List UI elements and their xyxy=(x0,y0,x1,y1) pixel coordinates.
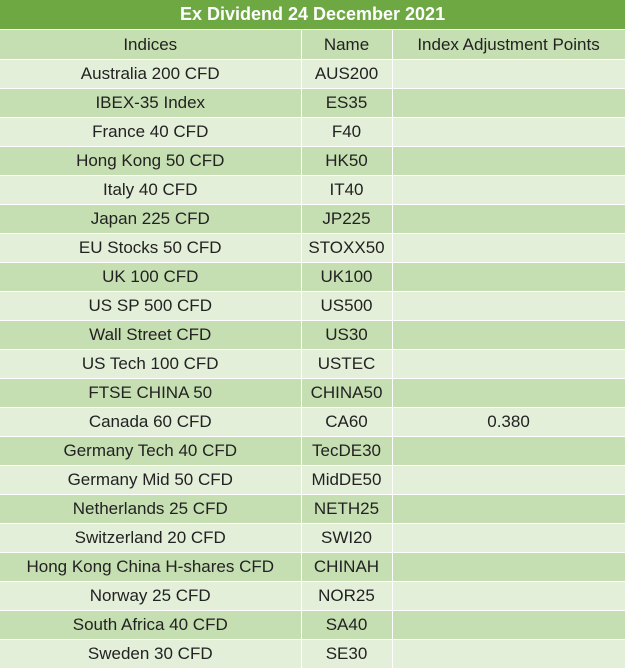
header-indices: Indices xyxy=(0,29,302,60)
cell-adjustment-points xyxy=(392,639,625,669)
cell-adjustment-points xyxy=(392,523,625,553)
cell-adjustment-points xyxy=(392,610,625,640)
cell-name: US30 xyxy=(301,320,393,350)
table-row: IBEX-35 Index ES35 xyxy=(0,88,625,118)
cell-name: TecDE30 xyxy=(301,436,393,466)
cell-name: STOXX50 xyxy=(301,233,393,263)
cell-index: Canada 60 CFD xyxy=(0,407,302,437)
cell-adjustment-points xyxy=(392,465,625,495)
cell-index: IBEX-35 Index xyxy=(0,88,302,118)
table-row: Germany Mid 50 CFD MidDE50 xyxy=(0,465,625,495)
table-row: Sweden 30 CFD SE30 xyxy=(0,639,625,669)
cell-adjustment-points xyxy=(392,494,625,524)
cell-adjustment-points xyxy=(392,581,625,611)
table-row: UK 100 CFD UK100 xyxy=(0,262,625,292)
cell-index: US SP 500 CFD xyxy=(0,291,302,321)
table-row: Hong Kong 50 CFD HK50 xyxy=(0,146,625,176)
cell-name: CHINAH xyxy=(301,552,393,582)
cell-adjustment-points xyxy=(392,59,625,89)
cell-name: AUS200 xyxy=(301,59,393,89)
cell-adjustment-points xyxy=(392,378,625,408)
cell-adjustment-points: 0.380 xyxy=(392,407,625,437)
cell-index: Switzerland 20 CFD xyxy=(0,523,302,553)
table-row: Wall Street CFD US30 xyxy=(0,320,625,350)
table-row: FTSE CHINA 50 CHINA50 xyxy=(0,378,625,408)
cell-index: Norway 25 CFD xyxy=(0,581,302,611)
table-row: Japan 225 CFD JP225 xyxy=(0,204,625,234)
title-row: Ex Dividend 24 December 2021 xyxy=(0,0,625,30)
cell-index: Germany Mid 50 CFD xyxy=(0,465,302,495)
cell-index: Hong Kong 50 CFD xyxy=(0,146,302,176)
cell-name: CA60 xyxy=(301,407,393,437)
table-row: US Tech 100 CFD USTEC xyxy=(0,349,625,379)
cell-adjustment-points xyxy=(392,291,625,321)
cell-name: F40 xyxy=(301,117,393,147)
cell-adjustment-points xyxy=(392,88,625,118)
table-row: Canada 60 CFD CA60 0.380 xyxy=(0,407,625,437)
cell-name: ES35 xyxy=(301,88,393,118)
cell-adjustment-points xyxy=(392,262,625,292)
cell-index: Italy 40 CFD xyxy=(0,175,302,205)
header-row: Indices Name Index Adjustment Points xyxy=(0,29,625,60)
header-name: Name xyxy=(301,29,393,60)
cell-name: IT40 xyxy=(301,175,393,205)
cell-adjustment-points xyxy=(392,233,625,263)
cell-index: UK 100 CFD xyxy=(0,262,302,292)
table-row: Italy 40 CFD IT40 xyxy=(0,175,625,205)
cell-name: SWI20 xyxy=(301,523,393,553)
cell-name: NOR25 xyxy=(301,581,393,611)
cell-index: EU Stocks 50 CFD xyxy=(0,233,302,263)
table-row: US SP 500 CFD US500 xyxy=(0,291,625,321)
cell-adjustment-points xyxy=(392,146,625,176)
cell-adjustment-points xyxy=(392,204,625,234)
table-row: South Africa 40 CFD SA40 xyxy=(0,610,625,640)
table-title: Ex Dividend 24 December 2021 xyxy=(0,0,625,30)
cell-index: Japan 225 CFD xyxy=(0,204,302,234)
cell-index: Australia 200 CFD xyxy=(0,59,302,89)
cell-adjustment-points xyxy=(392,320,625,350)
cell-name: UK100 xyxy=(301,262,393,292)
cell-name: NETH25 xyxy=(301,494,393,524)
cell-name: CHINA50 xyxy=(301,378,393,408)
cell-index: Hong Kong China H-shares CFD xyxy=(0,552,302,582)
cell-name: US500 xyxy=(301,291,393,321)
cell-name: USTEC xyxy=(301,349,393,379)
cell-adjustment-points xyxy=(392,117,625,147)
table-body: Australia 200 CFD AUS200 IBEX-35 Index ES35… xyxy=(0,59,625,669)
cell-name: JP225 xyxy=(301,204,393,234)
cell-index: Netherlands 25 CFD xyxy=(0,494,302,524)
cell-index: South Africa 40 CFD xyxy=(0,610,302,640)
cell-name: SA40 xyxy=(301,610,393,640)
cell-name: MidDE50 xyxy=(301,465,393,495)
table-row: Hong Kong China H-shares CFD CHINAH xyxy=(0,552,625,582)
table-row: Switzerland 20 CFD SWI20 xyxy=(0,523,625,553)
cell-index: Wall Street CFD xyxy=(0,320,302,350)
cell-name: SE30 xyxy=(301,639,393,669)
table-row: Australia 200 CFD AUS200 xyxy=(0,59,625,89)
cell-adjustment-points xyxy=(392,175,625,205)
table-row: Norway 25 CFD NOR25 xyxy=(0,581,625,611)
cell-adjustment-points xyxy=(392,552,625,582)
cell-index: FTSE CHINA 50 xyxy=(0,378,302,408)
cell-adjustment-points xyxy=(392,436,625,466)
cell-index: France 40 CFD xyxy=(0,117,302,147)
cell-index: Germany Tech 40 CFD xyxy=(0,436,302,466)
cell-name: HK50 xyxy=(301,146,393,176)
cell-index: US Tech 100 CFD xyxy=(0,349,302,379)
cell-index: Sweden 30 CFD xyxy=(0,639,302,669)
table-row: EU Stocks 50 CFD STOXX50 xyxy=(0,233,625,263)
table-row: Netherlands 25 CFD NETH25 xyxy=(0,494,625,524)
table-row: Germany Tech 40 CFD TecDE30 xyxy=(0,436,625,466)
header-adjustment-points: Index Adjustment Points xyxy=(392,29,625,60)
cell-adjustment-points xyxy=(392,349,625,379)
table-row: France 40 CFD F40 xyxy=(0,117,625,147)
